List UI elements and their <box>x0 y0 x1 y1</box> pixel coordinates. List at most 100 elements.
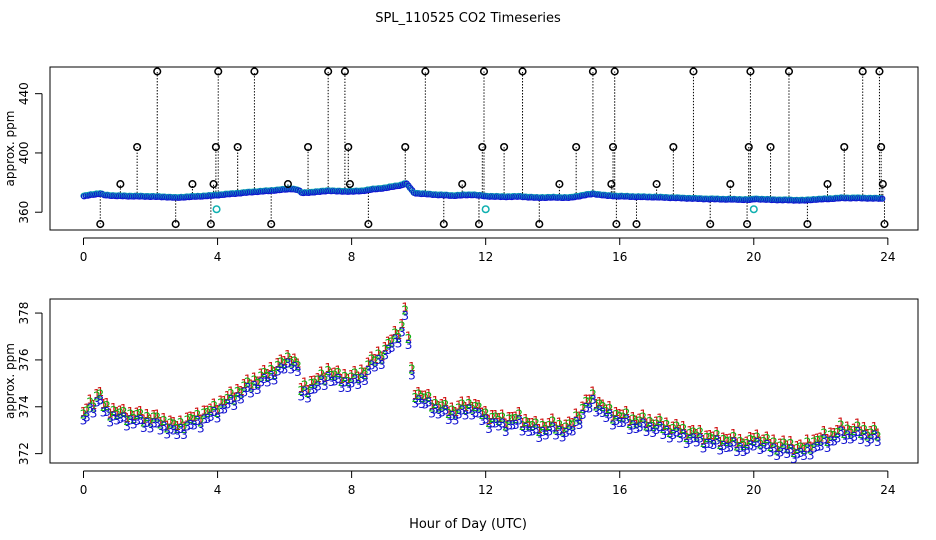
marker-3: 3 <box>730 436 738 450</box>
marker-2: 2 <box>763 432 771 446</box>
marker-3: 3 <box>150 417 158 431</box>
x-axis: 0 4 8 12 16 20 24 <box>80 470 895 497</box>
y-tick-label: 400 <box>17 141 31 164</box>
marker-1: 1 <box>247 378 255 392</box>
marker-3: 3 <box>737 441 745 455</box>
marker-1: 1 <box>871 420 879 434</box>
marker-2: 2 <box>328 369 336 383</box>
marker-3: 3 <box>683 437 691 451</box>
marker-3: 3 <box>569 425 577 439</box>
marker-2: 2 <box>572 409 580 423</box>
marker-3: 3 <box>539 425 547 439</box>
flagged-point <box>572 142 581 152</box>
marker-1: 1 <box>546 416 554 430</box>
marker-2: 2 <box>150 411 158 425</box>
plot-frame <box>49 66 919 231</box>
marker-2: 2 <box>861 423 869 437</box>
marker-1: 1 <box>257 367 265 381</box>
marker-3: 3 <box>294 365 302 379</box>
marker-1: 1 <box>830 426 838 440</box>
marker-3: 3 <box>633 422 641 436</box>
marker-1: 1 <box>107 407 115 421</box>
marker-3: 3 <box>643 425 651 439</box>
marker-1: 1 <box>629 410 637 424</box>
marker-2: 2 <box>559 425 567 439</box>
marker-1: 1 <box>428 398 436 412</box>
marker-2: 2 <box>301 379 309 393</box>
marker-3: 3 <box>422 397 430 411</box>
marker-3: 3 <box>361 374 369 388</box>
marker-3: 3 <box>509 419 517 433</box>
marker-2: 2 <box>770 435 778 449</box>
marker-1: 1 <box>348 368 356 382</box>
marker-1: 1 <box>569 416 577 430</box>
series-1: 1111111111111111111111111111111111111111… <box>80 301 882 458</box>
marker-3: 3 <box>452 413 460 427</box>
marker-2: 2 <box>241 380 249 394</box>
marker-3: 3 <box>619 416 627 430</box>
marker-3: 3 <box>338 381 346 395</box>
marker-1: 1 <box>505 410 513 424</box>
marker-1: 1 <box>673 417 681 431</box>
marker-2: 2 <box>525 419 533 433</box>
marker-3: 3 <box>686 433 694 447</box>
marker-2: 2 <box>522 415 530 429</box>
marker-2: 2 <box>552 423 560 437</box>
marker-2: 2 <box>844 422 852 436</box>
marker-1: 1 <box>646 412 654 426</box>
marker-2: 2 <box>153 410 161 424</box>
flagged-point <box>706 220 715 229</box>
marker-1: 1 <box>365 355 373 369</box>
marker-3: 3 <box>227 393 235 407</box>
marker-3: 3 <box>566 423 574 437</box>
marker-1: 1 <box>130 409 138 423</box>
marker-2: 2 <box>351 367 359 381</box>
marker-3: 3 <box>740 445 748 459</box>
marker-1: 1 <box>509 410 517 424</box>
marker-3: 3 <box>153 416 161 430</box>
marker-2: 2 <box>204 406 212 420</box>
marker-2: 2 <box>120 405 128 419</box>
marker-3: 3 <box>770 441 778 455</box>
marker-2: 2 <box>234 385 242 399</box>
marker-1: 1 <box>529 416 537 430</box>
marker-2: 2 <box>747 433 755 447</box>
marker-2: 2 <box>304 386 312 400</box>
marker-1: 1 <box>666 423 674 437</box>
marker-3: 3 <box>314 380 322 394</box>
marker-1: 1 <box>234 382 242 396</box>
marker-1: 1 <box>314 371 322 385</box>
marker-2: 2 <box>143 410 151 424</box>
alternate-point <box>749 205 758 214</box>
marker-2: 2 <box>489 411 497 425</box>
marker-1: 1 <box>851 421 859 435</box>
marker-1: 1 <box>425 387 433 401</box>
flagged-point <box>116 180 125 189</box>
marker-2: 2 <box>435 402 443 416</box>
marker-1: 1 <box>287 354 295 368</box>
marker-3: 3 <box>800 449 808 463</box>
marker-3: 3 <box>341 376 349 390</box>
marker-1: 1 <box>458 395 466 409</box>
marker-3: 3 <box>522 421 530 435</box>
marker-1: 1 <box>680 419 688 433</box>
marker-3: 3 <box>817 439 825 453</box>
marker-3: 3 <box>177 422 185 436</box>
marker-1: 1 <box>294 356 302 370</box>
marker-1: 1 <box>626 414 634 428</box>
marker-1: 1 <box>261 363 269 377</box>
marker-2: 2 <box>472 400 480 414</box>
marker-2: 2 <box>107 410 115 424</box>
marker-3: 3 <box>140 421 148 435</box>
marker-3: 3 <box>277 361 285 375</box>
marker-2: 2 <box>388 335 396 349</box>
marker-3: 3 <box>391 333 399 347</box>
marker-1: 1 <box>482 404 490 418</box>
marker-3: 3 <box>120 411 128 425</box>
marker-2: 2 <box>743 437 751 451</box>
marker-3: 3 <box>700 442 708 456</box>
marker-3: 3 <box>344 381 352 395</box>
marker-1: 1 <box>334 363 342 377</box>
marker-1: 1 <box>368 350 376 364</box>
marker-3: 3 <box>160 420 168 434</box>
